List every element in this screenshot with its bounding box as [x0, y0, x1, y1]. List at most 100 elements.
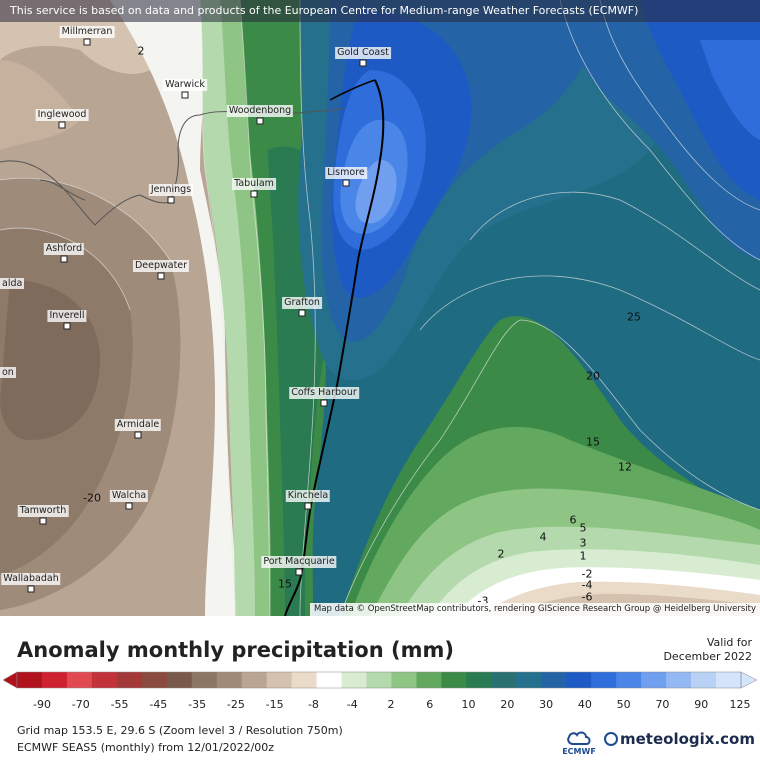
scale-swatch [166, 672, 193, 688]
scale-swatch [341, 672, 368, 688]
contour-label: 6 [569, 513, 577, 527]
meteologix-brand-text: meteologix.com [620, 730, 755, 748]
scale-tick-label: -55 [111, 698, 129, 708]
scale-swatch [541, 672, 567, 688]
contour-label: 15 [586, 435, 600, 449]
scale-tick-label: 40 [578, 698, 592, 708]
place-label: Wallabadah [1, 573, 61, 585]
place-marker-icon [256, 117, 264, 125]
scale-swatch [491, 672, 517, 688]
scale-swatch [716, 672, 742, 688]
color-scale: -90 -70 -55 -45 -35 -25 -15 -8 -4 2 6 10 20 30 40 50 70 9… [0, 668, 760, 708]
contour-label: 20 [586, 369, 600, 383]
scale-swatch [291, 672, 318, 688]
place-marker-icon [58, 121, 66, 129]
scale-swatch [66, 672, 93, 688]
place-marker-icon [134, 431, 142, 439]
contour-label: 25 [627, 310, 641, 324]
ecmwf-logo-text: ECMWF [562, 747, 596, 756]
scale-tick-label: -35 [188, 698, 206, 708]
place-label: Warwick [163, 79, 207, 91]
place-label: Kinchela [285, 490, 331, 502]
place-marker-icon [27, 585, 35, 593]
scale-tick-label: 90 [694, 698, 708, 708]
scale-tick-label: -45 [149, 698, 167, 708]
contour-label: -4 [581, 578, 593, 592]
scale-swatch [366, 672, 392, 688]
scale-swatch [391, 672, 417, 688]
scale-tick-label: 125 [730, 698, 751, 708]
scale-swatch [691, 672, 717, 688]
place-marker-icon [359, 59, 367, 67]
place-label: Walcha [109, 490, 149, 502]
map-attribution[interactable]: Map data © OpenStreetMap contributors, r… [310, 603, 760, 616]
meteologix-brand[interactable]: meteologix.com [604, 730, 755, 748]
contour-label: 15 [278, 577, 292, 591]
meteologix-logo-icon [604, 732, 618, 746]
scale-swatch [266, 672, 293, 688]
place-label: Tabulam [232, 178, 276, 190]
scale-arrow-left [2, 671, 18, 689]
scale-swatch [516, 672, 542, 688]
scale-tick-label: 50 [617, 698, 631, 708]
color-scale-bar: -90 -70 -55 -45 -35 -25 -15 -8 -4 2 6 10 20 30 40 50 70 9… [2, 671, 758, 708]
place-marker-icon [157, 272, 165, 280]
contour-label: 5 [579, 521, 587, 535]
scale-tick-label: -8 [308, 698, 319, 708]
place-label: Inverell [47, 310, 87, 322]
scale-swatch [441, 672, 467, 688]
scale-tick-label: 70 [655, 698, 669, 708]
scale-swatch [591, 672, 617, 688]
place-label: Inglewood [35, 109, 89, 121]
scale-tick-label: -4 [347, 698, 358, 708]
scale-swatch [416, 672, 442, 688]
place-label: Jennings [148, 184, 194, 196]
place-marker-icon [250, 190, 258, 198]
scale-swatch [316, 672, 343, 688]
place-marker-icon [60, 255, 68, 263]
scale-swatch [41, 672, 68, 688]
place-marker-icon [342, 179, 350, 187]
place-partial-label: alda [0, 278, 25, 289]
place-label: Port Macquarie [261, 556, 337, 568]
grid-info: Grid map 153.5 E, 29.6 S (Zoom level 3 /… [17, 724, 343, 737]
place-partial-label: on [0, 367, 16, 378]
place-label: Tamworth [17, 505, 69, 517]
valid-label: Valid for [706, 636, 752, 649]
place-marker-icon [295, 568, 303, 576]
contour-label: -6 [581, 590, 593, 604]
contour-label: 2 [137, 44, 145, 58]
place-marker-icon [39, 517, 47, 525]
contour-label: -20 [83, 491, 101, 505]
scale-tick-label: 20 [500, 698, 514, 708]
contour-label: -3 [477, 594, 489, 608]
precipitation-anomaly-map[interactable]: This service is based on data and produc… [0, 0, 760, 616]
scale-tick-label: 2 [388, 698, 395, 708]
place-marker-icon [83, 38, 91, 46]
run-info: ECMWF SEAS5 (monthly) from 12/01/2022/00… [17, 741, 275, 754]
scale-swatch [666, 672, 692, 688]
map-canvas [0, 0, 760, 616]
valid-date: December 2022 [663, 650, 752, 663]
scale-swatch [616, 672, 642, 688]
ecmwf-logo-icon [567, 731, 591, 745]
scale-tick-label: 6 [426, 698, 433, 708]
place-label: Grafton [282, 297, 322, 309]
scale-swatch [116, 672, 143, 688]
contour-label: 4 [539, 530, 547, 544]
scale-tick-label: 30 [539, 698, 553, 708]
contour-label: 3 [579, 536, 587, 550]
scale-tick-label: -70 [72, 698, 90, 708]
data-source-notice: This service is based on data and produc… [0, 0, 760, 22]
place-label: Lismore [325, 167, 367, 179]
contour-label: -2 [581, 567, 593, 581]
ecmwf-logo: ECMWF [561, 728, 597, 756]
scale-swatch [141, 672, 168, 688]
scale-swatch [191, 672, 218, 688]
place-label: Coffs Harbour [289, 387, 359, 399]
place-marker-icon [304, 502, 312, 510]
contour-label: 2 [497, 547, 505, 561]
valid-for: Valid for December 2022 [663, 636, 752, 664]
contour-label: 12 [618, 460, 632, 474]
scale-swatch [641, 672, 667, 688]
